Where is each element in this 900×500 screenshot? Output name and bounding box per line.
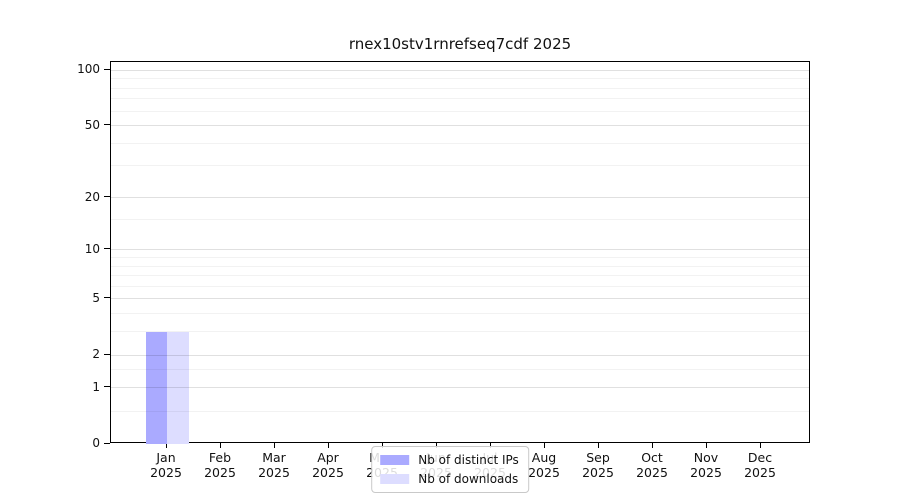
x-tick-label: Apr 2025	[296, 450, 360, 480]
x-tick-month: Sep	[586, 450, 610, 465]
x-tick-month: Nov	[693, 450, 719, 465]
gridline-major	[111, 69, 809, 71]
x-tick-mark	[273, 443, 275, 448]
x-tick-year: 2025	[690, 465, 722, 480]
x-tick-mark	[219, 443, 221, 448]
y-tick-label: 2	[92, 347, 100, 362]
gridline-minor	[111, 87, 809, 89]
legend-label-downloads: Nb of downloads	[418, 472, 519, 486]
x-tick-mark	[705, 443, 707, 448]
gridline-major	[111, 298, 809, 300]
x-tick-mark	[597, 443, 599, 448]
y-tick-label: 0	[92, 436, 100, 450]
x-tick-label: Feb 2025	[188, 450, 252, 480]
gridline-major	[111, 249, 809, 251]
gridline-minor	[111, 165, 809, 167]
x-tick-mark	[651, 443, 653, 448]
x-tick-label: Dec 2025	[728, 450, 792, 480]
gridline-minor	[111, 257, 809, 259]
x-tick-mark	[759, 443, 761, 448]
x-tick-month: Jan	[156, 450, 176, 465]
gridline-minor	[111, 78, 809, 80]
legend-swatch-distinct-ips	[380, 455, 410, 465]
gridline-minor	[111, 142, 809, 144]
gridline-major	[111, 354, 809, 356]
x-tick-month: Oct	[641, 450, 663, 465]
y-tick-label: 20	[84, 189, 100, 204]
x-tick-mark	[327, 443, 329, 448]
x-tick-label: Nov 2025	[674, 450, 738, 480]
x-tick-month: Mar	[262, 450, 286, 465]
x-tick-month: Apr	[317, 450, 339, 465]
x-tick-year: 2025	[582, 465, 614, 480]
x-tick-year: 2025	[150, 465, 182, 480]
x-tick-label: Oct 2025	[620, 450, 684, 480]
gridline-minor	[111, 285, 809, 287]
gridline-minor	[111, 369, 809, 371]
gridline-minor	[111, 265, 809, 267]
plot-area	[110, 61, 810, 444]
gridline-minor	[111, 410, 809, 412]
gridline-major	[111, 197, 809, 199]
x-tick-year: 2025	[258, 465, 290, 480]
gridline-minor	[111, 275, 809, 277]
chart-title: rnex10stv1rnrefseq7cdf 2025	[348, 35, 572, 53]
bar-nb-of-distinct-ips-jan	[145, 331, 167, 444]
y-tick-label: 5	[92, 290, 100, 305]
legend-item-distinct-ips: Nb of distinct IPs	[380, 453, 519, 467]
x-tick-label: Mar 2025	[242, 450, 306, 480]
gridline-major	[111, 125, 809, 127]
gridline-minor	[111, 313, 809, 315]
y-tick-label: 100	[77, 62, 100, 77]
bar-nb-of-downloads-jan	[167, 331, 189, 444]
y-tick-label: 1	[92, 379, 100, 394]
gridline-major	[111, 387, 809, 389]
gridline-minor	[111, 110, 809, 112]
x-tick-month: Dec	[747, 450, 773, 465]
x-tick-year: 2025	[744, 465, 776, 480]
legend-swatch-downloads	[380, 474, 410, 484]
y-tick-label: 10	[84, 241, 100, 256]
y-tick-label: 50	[84, 117, 100, 132]
x-tick-label: Sep 2025	[566, 450, 630, 480]
gridline-minor	[111, 331, 809, 333]
x-tick-year: 2025	[636, 465, 668, 480]
x-tick-year: 2025	[204, 465, 236, 480]
x-tick-label: Jan 2025	[134, 450, 198, 480]
legend: Nb of distinct IPs Nb of downloads	[371, 446, 529, 493]
legend-item-downloads: Nb of downloads	[380, 472, 519, 486]
x-tick-month: Feb	[208, 450, 232, 465]
gridline-minor	[111, 98, 809, 100]
x-tick-year: 2025	[312, 465, 344, 480]
x-tick-mark	[543, 443, 545, 448]
legend-label-distinct-ips: Nb of distinct IPs	[418, 453, 519, 467]
gridline-minor	[111, 219, 809, 221]
